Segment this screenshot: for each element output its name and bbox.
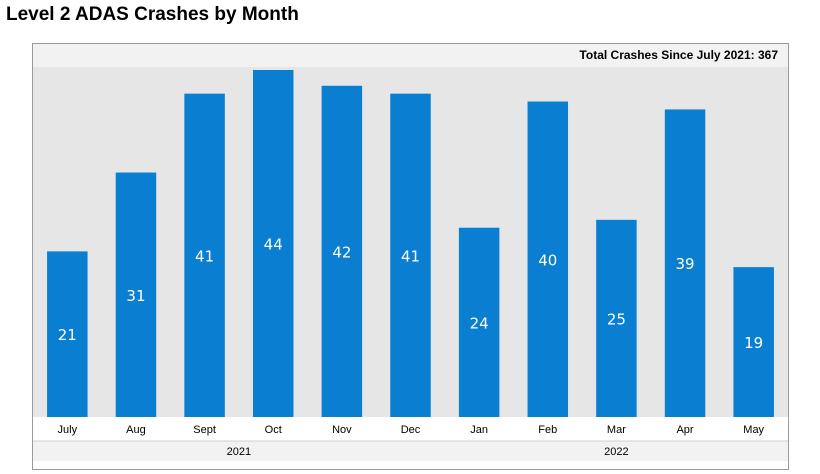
data-label-feb: 40 [538,251,557,269]
data-label-dec: 41 [401,247,420,265]
year-band [33,441,788,461]
bar-july [47,251,88,417]
data-label-mar: 25 [607,310,626,328]
data-label-aug: 31 [126,287,145,305]
tick-label-nov: Nov [332,424,352,436]
bar-may [733,267,774,417]
year-label-2021: 2021 [227,446,251,458]
data-label-nov: 42 [332,243,351,261]
data-label-apr: 39 [675,255,694,273]
bar-dec [390,93,431,417]
data-label-july: 21 [58,326,77,344]
total-label: Total Crashes Since July 2021: [579,48,755,62]
bar-mar [596,219,637,417]
bar-jan [458,227,500,417]
tick-label-feb: Feb [538,424,557,436]
x-axis: July Aug Sept Oct Nov Dec Jan Feb Mar Apr May 2021 2… [33,424,788,461]
bar-oct [252,70,294,417]
data-label-sept: 41 [195,247,214,265]
tick-label-july: July [58,424,78,436]
bars-group: 21 31 41 44 42 41 24 40 25 39 19 [47,70,774,417]
tick-label-may: May [743,424,764,436]
data-label-may: 19 [744,334,763,352]
bar-aug [115,172,157,417]
tick-label-dec: Dec [401,424,421,436]
tick-label-sept: Sept [193,424,216,436]
tick-label-jan: Jan [470,424,488,436]
total-crashes: Total Crashes Since July 2021: 367 [579,48,778,62]
total-banner [33,44,788,67]
total-value: 367 [757,48,778,62]
tick-label-oct: Oct [265,424,282,436]
bar-nov [321,85,363,417]
data-label-jan: 24 [470,314,489,332]
tick-label-aug: Aug [126,424,146,436]
bar-feb [527,101,569,417]
bar-apr [664,109,706,417]
chart-title: Level 2 ADAS Crashes by Month [6,4,299,25]
data-label-oct: 44 [264,236,283,254]
tick-label-mar: Mar [607,424,626,436]
tick-label-apr: Apr [676,424,693,436]
year-label-2022: 2022 [604,446,628,458]
bar-sept [184,93,225,417]
